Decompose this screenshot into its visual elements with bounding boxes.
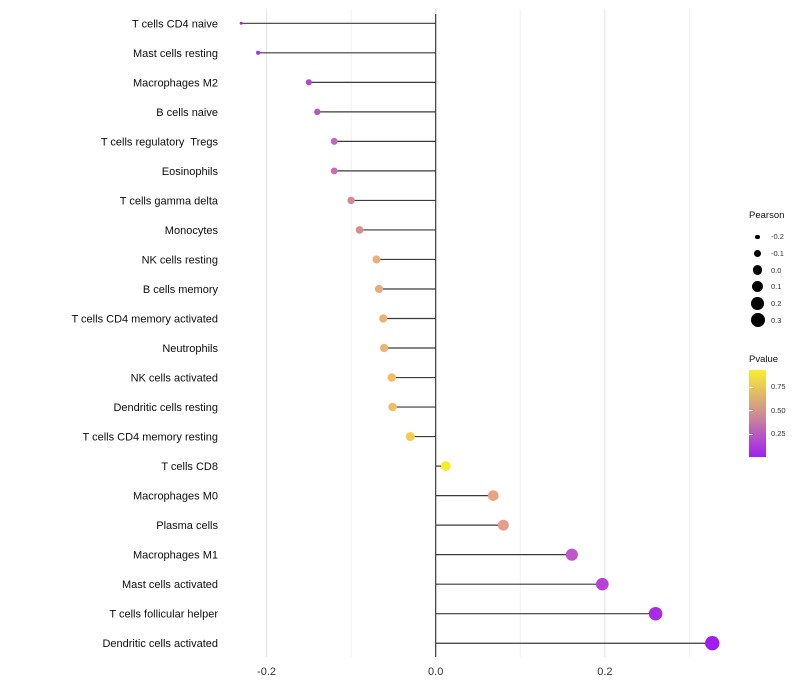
legend-size-label: 0.0 (771, 265, 782, 275)
pvalue-colorbar (749, 370, 766, 457)
lollipop-dot (405, 432, 415, 442)
lollipop-dot (388, 402, 397, 412)
legend-size-label: -0.2 (771, 232, 784, 242)
colorbar-tick (749, 410, 753, 412)
y-axis-label: T cells regulatory Tregs (101, 136, 219, 148)
legend-size-dot (755, 234, 760, 239)
colorbar-tick (749, 433, 753, 435)
y-axis-label: B cells naive (156, 107, 218, 119)
lollipop-dot (347, 196, 355, 205)
lollipop-dot (705, 636, 720, 651)
lollipop-dot (330, 137, 338, 145)
lollipop-dot (595, 577, 609, 591)
y-axis-label: Dendritic cells activated (102, 638, 218, 650)
lollipop-dot (305, 79, 312, 86)
legend-size-dot (751, 297, 764, 310)
x-axis-tick-label: 0.2 (597, 666, 612, 678)
y-axis-label: T cells CD4 naive (132, 18, 218, 30)
colorbar-tick (749, 386, 753, 388)
lollipop-dot (379, 314, 388, 323)
y-axis-label: Dendritic cells resting (113, 402, 218, 414)
lollipop-dot (648, 606, 663, 621)
y-axis-label: Monocytes (165, 225, 219, 237)
y-axis-label: Neutrophils (162, 343, 218, 355)
lollipop-dot (355, 226, 364, 234)
colorbar-label: 0.75 (771, 382, 786, 392)
y-axis-label: NK cells resting (142, 254, 218, 266)
y-axis-label: T cells follicular helper (109, 609, 218, 621)
lollipop-dot (387, 373, 396, 382)
legend-size-label: 0.3 (771, 315, 782, 325)
legend-size-dot (753, 249, 762, 258)
legend-size-dot (750, 313, 765, 328)
y-axis-label: Macrophages M0 (133, 491, 218, 503)
lollipop-dot (440, 461, 451, 471)
lollipop-dot (374, 284, 384, 294)
y-axis-label: B cells memory (143, 284, 219, 296)
colorbar-label: 0.25 (771, 429, 786, 439)
y-axis-label: Plasma cells (156, 520, 218, 532)
x-axis-tick-label: -0.2 (257, 666, 276, 678)
y-axis-label: T cells CD8 (161, 461, 218, 473)
lollipop-dot (330, 167, 338, 175)
lollipop-dot (487, 490, 499, 501)
legend-color-title: Pvalue (749, 354, 779, 365)
legend-size-dot (752, 265, 763, 275)
legend-size-dot (751, 281, 764, 293)
y-axis-label: Eosinophils (162, 166, 219, 178)
y-axis-label: Macrophages M2 (133, 77, 218, 89)
y-axis-label: T cells CD4 memory activated (71, 314, 218, 326)
y-axis-label: Macrophages M1 (133, 550, 218, 562)
lollipop-dot (565, 548, 578, 561)
lollipop-dot (239, 21, 243, 25)
legend-size-title: Pearson (749, 210, 785, 221)
lollipop-dot (256, 50, 261, 55)
lollipop-dot (314, 108, 321, 116)
legend-size-label: -0.1 (771, 248, 784, 258)
lollipop-dot (372, 255, 381, 264)
y-axis-label: Mast cells resting (133, 48, 218, 60)
lollipop-dot (379, 343, 389, 353)
y-axis-label: NK cells activated (131, 373, 218, 385)
legend-size-label: 0.1 (771, 282, 782, 292)
y-axis-label: T cells CD4 memory resting (83, 432, 219, 444)
x-axis-tick-label: 0.0 (428, 666, 443, 678)
y-axis-label: T cells gamma delta (120, 195, 219, 207)
colorbar-label: 0.50 (771, 405, 786, 415)
lollipop-dot (497, 519, 509, 531)
y-axis-label: Mast cells activated (122, 579, 218, 591)
legend-size-label: 0.2 (771, 299, 782, 308)
